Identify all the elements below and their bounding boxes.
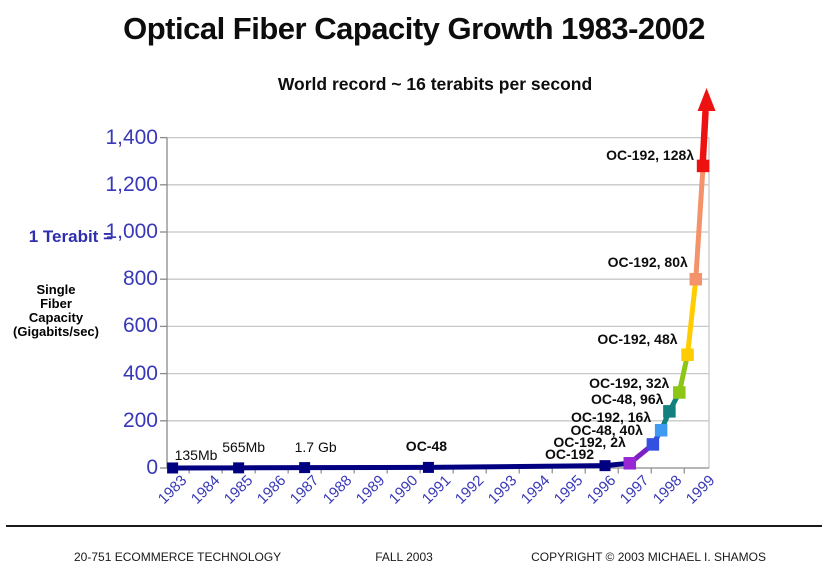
point-label-1: 565Mb [222, 438, 266, 455]
point-label-6: OC-48, 40λ [570, 422, 643, 439]
point-label-4: OC-192 [545, 445, 595, 462]
data-point-marker [654, 423, 668, 437]
data-segment [693, 165, 706, 280]
data-point-marker [646, 438, 660, 451]
data-point-marker [696, 159, 710, 173]
data-point-marker [299, 462, 311, 474]
data-segment [676, 354, 690, 394]
world-record-note: World record ~ 16 terabits per second [277, 74, 593, 94]
y-tick-label-0: 0 [146, 456, 158, 479]
point-label-10: OC-192, 48λ [597, 330, 678, 347]
footer-term: FALL 2003 [375, 550, 433, 564]
data-point-marker [599, 460, 611, 472]
data-point-marker [689, 272, 703, 286]
point-label-11: OC-192, 80λ [607, 254, 688, 271]
y-axis-title-line: (Gigabits/sec) [13, 324, 99, 339]
point-label-12: OC-192, 128λ [606, 146, 695, 163]
y-axis-title: Single Fiber Capacity (Gigabits/sec) [0, 283, 112, 339]
point-label-9: OC-192, 32λ [589, 375, 670, 392]
point-label-5: OC-192, 2λ [553, 434, 626, 451]
data-point-marker [673, 386, 686, 399]
point-label-7: OC-192, 16λ [570, 409, 652, 426]
data-point-marker [233, 462, 245, 474]
footer-copyright: COPYRIGHT © 2003 MICHAEL I. SHAMOS [531, 550, 766, 564]
growth-arrow-head [697, 88, 716, 111]
data-point-marker [422, 461, 434, 473]
data-point-marker [167, 462, 179, 474]
y-tick-label-800: 800 [122, 267, 158, 291]
y-tick-label-400: 400 [122, 361, 158, 385]
data-segment [685, 278, 699, 355]
point-label-0: 135Mb [174, 446, 218, 463]
y-tick-label-1000: 1,000 [105, 220, 158, 243]
y-tick-label-200: 200 [122, 408, 158, 432]
data-point-marker [623, 457, 637, 470]
y-axis-title-line: Fiber [40, 296, 72, 311]
point-label-8: OC-48, 96λ [591, 391, 664, 408]
data-segment [428, 463, 606, 470]
footer-divider [6, 525, 822, 527]
y-tick-label-600: 600 [122, 314, 158, 338]
y-tick-label-1200: 1,200 [105, 172, 158, 196]
data-point-marker [663, 405, 676, 418]
data-point-marker [681, 348, 694, 361]
terabit-equivalence-note: 1 Terabit = [28, 227, 113, 246]
y-tick-label-1400: 1,400 [105, 125, 158, 149]
point-label-3: OC-48 [405, 438, 448, 455]
footer-course: 20-751 ECOMMERCE TECHNOLOGY [74, 550, 282, 564]
y-axis-title-line: Single [36, 282, 76, 297]
y-axis-title-line: Capacity [28, 310, 84, 325]
slide-title: Optical Fiber Capacity Growth 1983-2002 [123, 11, 705, 46]
point-label-2: 1.7 Gb [294, 438, 337, 455]
growth-arrow-shaft [699, 110, 709, 167]
